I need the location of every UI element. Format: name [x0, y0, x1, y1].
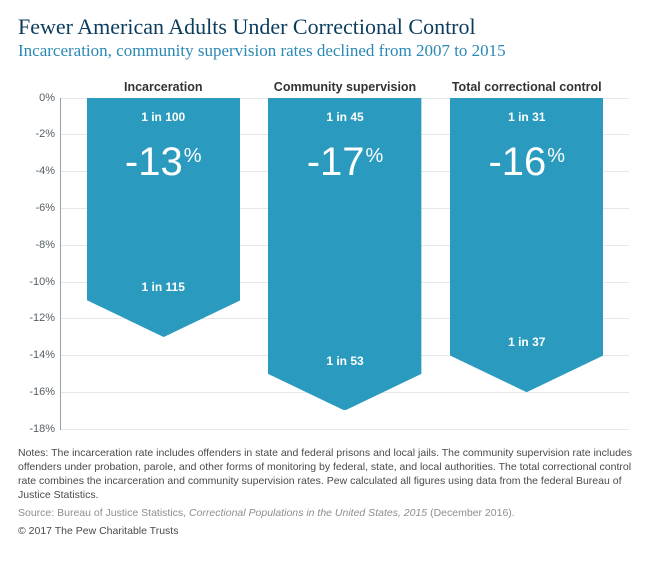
copyright-text: © 2017 The Pew Charitable Trusts [18, 525, 633, 537]
bar-arrow: 1 in 45 -17% 1 in 53 [268, 98, 421, 411]
series-label: Incarceration [124, 80, 203, 94]
percent-change: -17% [268, 142, 421, 182]
y-axis-label: -18% [29, 423, 55, 435]
percent-change: -13% [87, 142, 240, 182]
start-rate: 1 in 100 [87, 110, 240, 124]
source-title: Correctional Populations in the United S… [189, 507, 427, 519]
plot-region: 0%-2%-4%-6%-8%-10%-12%-14%-16%-18%Incarc… [60, 98, 629, 430]
percent-change: -16% [450, 142, 603, 182]
chart-area: 0% -2% -4% -6% -8% -10% -12% -14% -16% -18% Incarc… [18, 80, 633, 440]
end-rate: 1 in 53 [268, 354, 421, 368]
series-label: Total correctional control [452, 80, 602, 94]
y-axis-label: -16% [29, 386, 55, 398]
source-text: Source: Bureau of Justice Statistics, Co… [18, 507, 633, 519]
start-rate: 1 in 31 [450, 110, 603, 124]
end-rate: 1 in 115 [87, 280, 240, 294]
y-axis-label: -12% [29, 312, 55, 324]
y-axis-label: -6% [35, 202, 55, 214]
y-axis-label: -14% [29, 349, 55, 361]
gridline [61, 429, 629, 430]
end-rate: 1 in 37 [450, 335, 603, 349]
y-axis-label: -4% [35, 165, 55, 177]
y-axis-label: -2% [35, 128, 55, 140]
bar-arrow: 1 in 100 -13% 1 in 115 [87, 98, 240, 337]
start-rate: 1 in 45 [268, 110, 421, 124]
notes-text: Notes: The incarceration rate includes o… [18, 446, 633, 503]
chart-subtitle: Incarceration, community supervision rat… [18, 41, 633, 61]
y-axis-label: -10% [29, 276, 55, 288]
chart-title: Fewer American Adults Under Correctional… [18, 14, 633, 39]
source-prefix: Source: Bureau of Justice Statistics, [18, 507, 189, 519]
bar-arrow: 1 in 31 -16% 1 in 37 [450, 98, 603, 392]
source-suffix: (December 2016). [427, 507, 515, 519]
y-axis-label: 0% [39, 92, 55, 104]
y-axis-label: -8% [35, 239, 55, 251]
series-label: Community supervision [274, 80, 416, 94]
